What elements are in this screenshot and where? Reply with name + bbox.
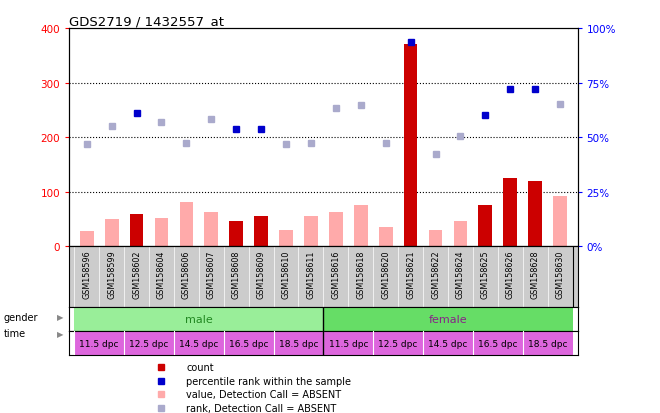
Bar <box>528 181 542 247</box>
Text: GSM158596: GSM158596 <box>82 250 91 298</box>
Bar <box>428 230 442 247</box>
Bar <box>523 331 572 356</box>
Text: GDS2719 / 1432557_at: GDS2719 / 1432557_at <box>69 15 224 28</box>
Text: GSM158622: GSM158622 <box>431 250 440 298</box>
Bar <box>373 331 423 356</box>
Bar <box>553 197 567 247</box>
Bar <box>80 231 94 247</box>
Bar <box>354 206 368 247</box>
Text: 14.5 dpc: 14.5 dpc <box>179 339 218 348</box>
Text: GSM158616: GSM158616 <box>331 250 341 298</box>
Text: GSM158608: GSM158608 <box>232 250 241 298</box>
Text: ▶: ▶ <box>57 313 64 322</box>
Text: GSM158624: GSM158624 <box>456 250 465 298</box>
Bar <box>254 217 268 247</box>
Bar <box>473 331 523 356</box>
Text: 16.5 dpc: 16.5 dpc <box>229 339 269 348</box>
Text: male: male <box>185 314 213 324</box>
Text: GSM158630: GSM158630 <box>556 250 564 298</box>
Text: 14.5 dpc: 14.5 dpc <box>428 339 468 348</box>
Bar <box>329 212 343 247</box>
Bar <box>404 45 417 247</box>
Bar <box>279 230 293 247</box>
Text: rank, Detection Call = ABSENT: rank, Detection Call = ABSENT <box>186 403 337 413</box>
Bar <box>423 331 473 356</box>
Text: 18.5 dpc: 18.5 dpc <box>528 339 568 348</box>
Text: GSM158606: GSM158606 <box>182 250 191 298</box>
Text: gender: gender <box>3 312 38 322</box>
Text: GSM158604: GSM158604 <box>157 250 166 298</box>
Text: GSM158628: GSM158628 <box>531 250 540 298</box>
Bar <box>105 219 119 247</box>
Text: GSM158626: GSM158626 <box>506 250 515 298</box>
Bar <box>124 331 174 356</box>
Text: GSM158610: GSM158610 <box>282 250 290 298</box>
Text: GSM158611: GSM158611 <box>306 250 315 298</box>
Text: 16.5 dpc: 16.5 dpc <box>478 339 517 348</box>
Text: GSM158599: GSM158599 <box>107 250 116 298</box>
Bar <box>75 307 323 331</box>
Text: 18.5 dpc: 18.5 dpc <box>279 339 318 348</box>
Text: 12.5 dpc: 12.5 dpc <box>378 339 418 348</box>
Text: percentile rank within the sample: percentile rank within the sample <box>186 376 351 386</box>
Text: count: count <box>186 362 214 373</box>
Text: GSM158602: GSM158602 <box>132 250 141 298</box>
Bar <box>323 307 572 331</box>
Bar <box>323 331 373 356</box>
Bar <box>154 218 168 247</box>
Bar <box>130 214 143 247</box>
Text: ▶: ▶ <box>57 329 64 338</box>
Text: GSM158621: GSM158621 <box>406 250 415 298</box>
Text: GSM158607: GSM158607 <box>207 250 216 298</box>
Bar <box>205 212 218 247</box>
Text: 12.5 dpc: 12.5 dpc <box>129 339 169 348</box>
Text: time: time <box>3 328 26 338</box>
Bar <box>274 331 323 356</box>
Bar <box>379 228 393 247</box>
Bar <box>174 331 224 356</box>
Text: GSM158609: GSM158609 <box>257 250 265 298</box>
Text: 11.5 dpc: 11.5 dpc <box>79 339 119 348</box>
Text: female: female <box>428 314 467 324</box>
Text: GSM158618: GSM158618 <box>356 250 365 298</box>
Bar <box>75 331 124 356</box>
Bar <box>478 206 492 247</box>
Bar <box>453 222 467 247</box>
Text: value, Detection Call = ABSENT: value, Detection Call = ABSENT <box>186 389 341 399</box>
Bar <box>304 217 318 247</box>
Text: GSM158620: GSM158620 <box>381 250 390 298</box>
Text: 11.5 dpc: 11.5 dpc <box>329 339 368 348</box>
Bar <box>180 202 193 247</box>
Bar <box>230 221 243 247</box>
Bar <box>504 179 517 247</box>
Text: GSM158625: GSM158625 <box>481 250 490 298</box>
Bar <box>224 331 274 356</box>
